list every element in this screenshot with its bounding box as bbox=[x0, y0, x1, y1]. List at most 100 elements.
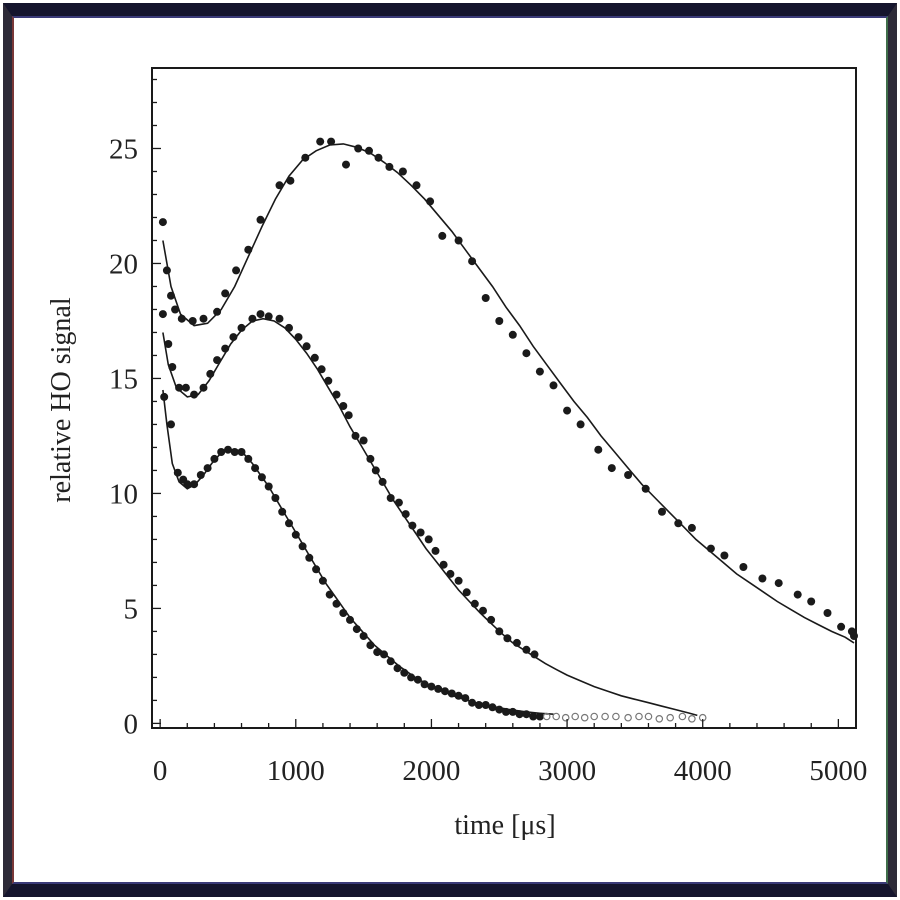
data-point bbox=[373, 648, 382, 657]
data-point bbox=[366, 641, 375, 650]
data-point bbox=[481, 701, 490, 709]
x-axis-title: time [μs] bbox=[454, 810, 555, 841]
x-tick-label: 5000 bbox=[809, 755, 867, 787]
data-point-hollow bbox=[624, 713, 632, 722]
y-tick-label: 5 bbox=[124, 593, 139, 625]
fit-curve-2 bbox=[162, 317, 698, 717]
data-point bbox=[164, 340, 173, 348]
data-point bbox=[217, 448, 226, 456]
data-point bbox=[522, 710, 531, 719]
data-point-hollow bbox=[552, 712, 561, 721]
data-point-hollow bbox=[612, 712, 620, 721]
data-point bbox=[199, 383, 208, 392]
data-point bbox=[641, 484, 650, 493]
data-point bbox=[344, 411, 353, 420]
data-point bbox=[310, 353, 319, 362]
data-point-hollow bbox=[571, 712, 580, 721]
data-point bbox=[394, 498, 403, 507]
axis-ticks bbox=[152, 78, 840, 728]
data-point bbox=[305, 553, 314, 562]
data-point bbox=[203, 464, 212, 473]
data-point bbox=[351, 431, 360, 440]
data-point bbox=[454, 236, 463, 245]
data-point bbox=[488, 703, 497, 712]
data-point bbox=[359, 632, 368, 640]
data-point bbox=[522, 349, 531, 358]
data-point bbox=[454, 576, 463, 585]
data-point bbox=[213, 307, 222, 316]
data-point bbox=[168, 363, 177, 371]
data-point bbox=[275, 181, 284, 190]
data-point bbox=[248, 314, 257, 323]
data-point-hollow bbox=[655, 714, 664, 723]
data-point bbox=[264, 482, 273, 491]
data-point bbox=[474, 701, 483, 709]
data-point bbox=[508, 707, 517, 716]
data-point bbox=[342, 160, 350, 169]
data-point bbox=[434, 684, 443, 693]
data-point bbox=[264, 312, 273, 321]
data-point bbox=[503, 634, 512, 643]
data-point bbox=[850, 632, 858, 640]
data-point bbox=[412, 181, 421, 190]
data-point bbox=[327, 137, 336, 146]
data-point bbox=[549, 381, 558, 390]
data-point bbox=[190, 390, 199, 399]
data-point bbox=[237, 448, 246, 456]
data-point bbox=[495, 705, 504, 714]
data-point bbox=[317, 365, 326, 374]
data-point bbox=[171, 305, 180, 314]
data-point bbox=[774, 579, 783, 588]
data-point bbox=[439, 560, 448, 569]
fit-curve-1 bbox=[162, 143, 855, 644]
data-point bbox=[438, 231, 447, 240]
data-point bbox=[285, 323, 293, 332]
data-point bbox=[413, 675, 422, 684]
data-point bbox=[401, 510, 410, 519]
data-point bbox=[366, 454, 375, 463]
data-point bbox=[354, 144, 363, 153]
data-point bbox=[158, 218, 167, 227]
data-point bbox=[298, 542, 307, 551]
data-points bbox=[158, 137, 858, 723]
data-point bbox=[512, 638, 521, 647]
data-point bbox=[374, 153, 383, 162]
data-point bbox=[230, 448, 239, 456]
data-point bbox=[380, 650, 388, 659]
data-point-hollow bbox=[601, 712, 609, 721]
data-point bbox=[160, 392, 169, 401]
data-point bbox=[416, 528, 425, 537]
data-point bbox=[522, 645, 531, 654]
tick-labels: 0 1000 2000 3000 4000 5000 0 5 10 15 20 25 bbox=[109, 133, 867, 787]
data-point bbox=[224, 445, 232, 454]
data-point bbox=[181, 383, 190, 392]
data-point bbox=[275, 314, 284, 323]
data-point bbox=[199, 314, 208, 323]
data-point bbox=[332, 390, 341, 399]
data-point bbox=[807, 597, 816, 606]
data-point bbox=[271, 494, 280, 502]
data-point bbox=[286, 176, 295, 185]
data-point bbox=[487, 615, 496, 624]
data-point bbox=[251, 464, 260, 473]
data-point bbox=[359, 436, 368, 445]
data-point bbox=[407, 673, 416, 682]
data-point bbox=[758, 574, 767, 583]
data-point bbox=[206, 369, 215, 378]
data-point bbox=[462, 588, 471, 597]
data-point bbox=[232, 266, 241, 275]
data-point bbox=[468, 698, 477, 707]
data-point bbox=[175, 383, 184, 392]
y-tick-label: 0 bbox=[124, 708, 139, 740]
data-point bbox=[339, 609, 348, 617]
y-tick-label: 10 bbox=[109, 478, 138, 510]
data-point bbox=[183, 480, 192, 489]
data-point bbox=[371, 466, 380, 475]
data-point bbox=[530, 650, 539, 659]
data-point bbox=[454, 691, 463, 700]
data-point bbox=[316, 137, 325, 146]
plot-area-border bbox=[151, 67, 857, 729]
data-point bbox=[318, 576, 327, 585]
data-point bbox=[257, 473, 266, 482]
data-point bbox=[237, 323, 246, 332]
